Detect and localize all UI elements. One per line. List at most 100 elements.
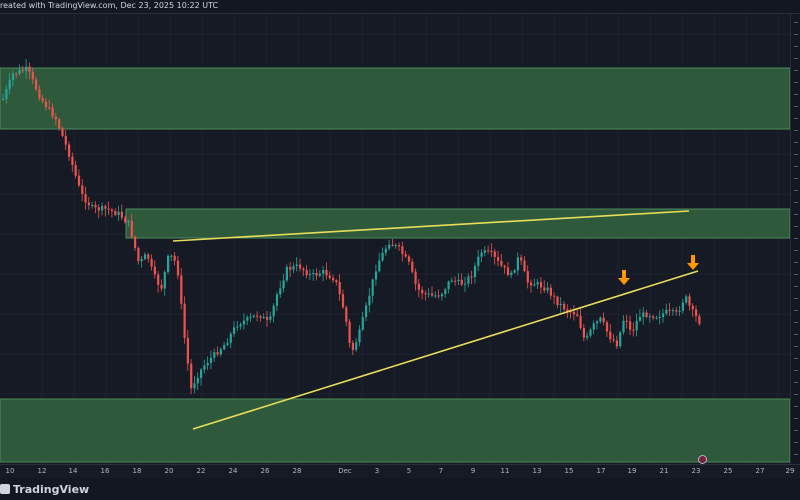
candle-body [127,220,130,223]
candle-body [401,246,404,255]
candle-body [312,273,315,275]
candle-body [642,312,645,318]
candle-body [506,267,510,276]
annotation-arrows [618,255,699,285]
time-axis[interactable]: 10 12 14 16 18 20 22 24 26 28 Dec 3 5 7 9 11 13 15 17 19 21 2… [0,464,800,479]
candle-body [173,255,176,261]
candle-body [348,321,351,343]
price-scale-tick [794,358,798,359]
price-scale-tick [794,118,798,119]
candle-body [447,281,450,290]
candle-body [38,89,41,99]
candle-body [84,194,87,203]
time-axis-tick: 23 [691,467,701,475]
price-scale-tick [794,190,798,191]
resistance-zone-middle[interactable] [125,208,790,239]
time-axis-tick: 22 [196,467,206,475]
price-chart[interactable] [0,14,790,464]
trendline-lower[interactable] [192,270,699,430]
candle-body [662,313,665,317]
candle-body [490,250,493,252]
candle-body [21,70,24,72]
candle-body [695,309,698,317]
tradingview-logo-icon [0,484,10,494]
support-resistance-zones [0,67,790,463]
candle-body [619,332,622,347]
candle-body [229,333,232,343]
candle-body [635,320,638,331]
candle-body [483,250,486,253]
candle-body [576,314,579,316]
candle-body [117,211,120,215]
candle-body [130,220,133,237]
down-arrow-icon[interactable] [687,255,699,270]
tradingview-logo[interactable]: TradingView [0,482,89,496]
price-scale[interactable] [790,14,800,464]
candle-body [381,252,384,261]
time-axis-tick: 13 [532,467,542,475]
bottom-bar: TradingView [0,478,800,500]
down-arrow-icon[interactable] [618,270,630,285]
price-scale-tick [794,382,798,383]
time-axis-tick: 20 [164,467,174,475]
candle-body [61,128,64,136]
event-marker-icon[interactable] [698,455,707,464]
time-axis-tick: 18 [132,467,142,475]
price-scale-tick [794,250,798,251]
candle-body [559,303,562,306]
candle-body [520,257,523,261]
candle-body [645,312,648,318]
candle-body [473,266,477,277]
candle-body [18,70,21,74]
candle-body [678,310,681,312]
price-scale-tick [794,226,798,227]
candle-body [539,282,543,288]
price-scale-tick [794,334,798,335]
candle-body [203,365,206,370]
candle-body [120,211,123,218]
time-axis-tick: 15 [564,467,574,475]
support-zone-lower[interactable] [0,398,790,463]
candle-body [176,260,180,276]
candle-body [249,316,252,318]
candle-body [137,247,140,262]
time-axis-tick: 17 [596,467,606,475]
candle-body [668,309,671,311]
trendline-upper[interactable] [172,210,690,242]
candle-body [596,321,599,324]
candle-body [94,205,97,208]
time-axis-tick: 21 [659,467,669,475]
candle-body [530,282,533,286]
candle-body [81,185,84,195]
candle-body [134,236,137,248]
watermark-bar: reated with TradingView.com, Dec 23, 202… [0,0,800,14]
candle-body [28,66,31,72]
candle-body [167,255,170,272]
candle-body [338,282,341,295]
resistance-zone-upper[interactable] [0,67,790,130]
candle-body [572,311,576,315]
candle-body [282,280,285,289]
price-scale-tick [794,430,798,431]
candle-body [685,296,688,303]
candle-body [97,207,100,211]
candle-body [315,273,318,276]
candle-body [269,316,272,320]
price-scale-tick [794,22,798,23]
candle-body [233,327,236,334]
price-scale-tick [794,130,798,131]
candle-body [299,264,302,269]
price-scale-tick [794,322,798,323]
candle-body [437,295,440,297]
time-axis-tick: 7 [438,467,444,475]
candle-body [124,217,127,223]
candle-body [252,315,255,317]
price-scale-tick [794,142,798,143]
candle-body [536,282,539,285]
candle-body [170,255,173,257]
time-axis-tick: 12 [37,467,47,475]
price-scale-tick [794,274,798,275]
price-scale-tick [794,346,798,347]
candle-body [358,329,361,343]
candle-body [302,268,305,271]
